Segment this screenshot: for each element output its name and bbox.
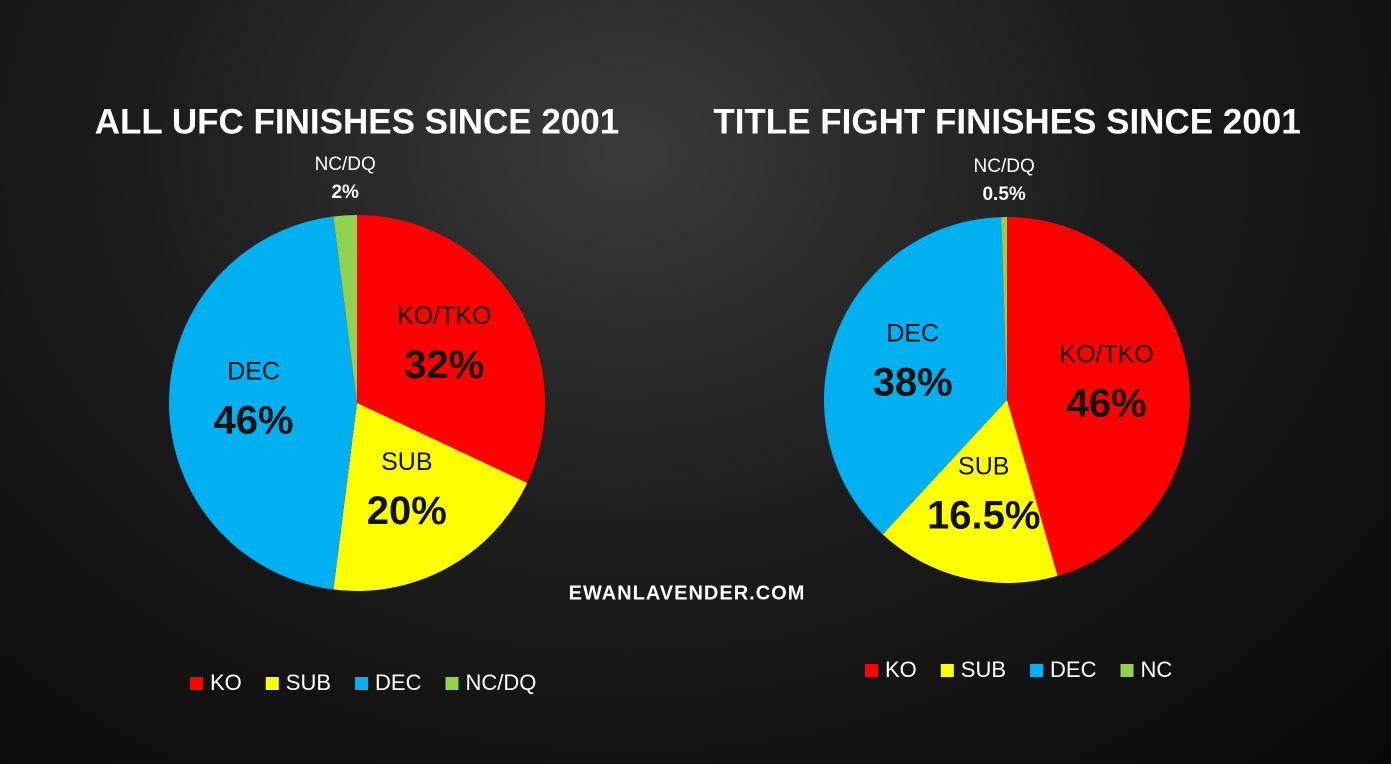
pie-slice — [357, 215, 545, 484]
legend-label: SUB — [286, 670, 331, 695]
slice-value: 32% — [404, 343, 484, 387]
legend-swatch — [1030, 664, 1044, 677]
legend-label: DEC — [375, 670, 422, 695]
pie-slice — [1007, 217, 1190, 576]
slice-category: SUB — [958, 453, 1009, 481]
slice-value: 46% — [214, 399, 294, 443]
legend-swatch — [355, 677, 369, 690]
legend-swatch — [865, 664, 878, 677]
legend-label: NC — [1141, 657, 1173, 682]
slice-category: SUB — [381, 448, 432, 476]
slice-category: NC/DQ — [974, 156, 1035, 177]
slice-category: KO/TKO — [397, 302, 491, 330]
chart-title: TITLE FIGHT FINISHES SINCE 2001 — [713, 102, 1300, 141]
slice-value: 16.5% — [927, 493, 1040, 537]
legend-swatch — [190, 677, 203, 690]
slice-category: DEC — [886, 319, 939, 347]
slice-value: 20% — [367, 489, 447, 533]
slice-value: 2% — [331, 182, 359, 203]
slice-value: 38% — [873, 360, 953, 404]
legend-swatch — [940, 664, 954, 677]
slice-category: KO/TKO — [1059, 341, 1153, 369]
pie-slice — [1001, 217, 1007, 400]
legend-swatch — [1120, 664, 1134, 677]
pie-slice — [333, 403, 528, 591]
slice-value: 46% — [1067, 382, 1147, 426]
legend-label: KO — [885, 657, 917, 682]
credit: EWANLAVENDER.COM — [569, 582, 806, 604]
legend-label: NC/DQ — [466, 670, 537, 695]
legend-swatch — [445, 677, 459, 690]
legend-label: DEC — [1050, 657, 1097, 682]
chart-title: ALL UFC FINISHES SINCE 2001 — [95, 102, 619, 141]
slice-value: 0.5% — [982, 184, 1025, 205]
pie-slice — [168, 216, 357, 590]
slice-category: NC/DQ — [315, 154, 376, 175]
pie-slice — [882, 400, 1058, 583]
legend-label: SUB — [961, 657, 1006, 682]
pie-slice — [333, 215, 357, 403]
slice-category: DEC — [227, 358, 280, 386]
legend-swatch — [265, 677, 279, 690]
legend-label: KO — [210, 670, 242, 695]
pie-slice — [824, 217, 1007, 535]
